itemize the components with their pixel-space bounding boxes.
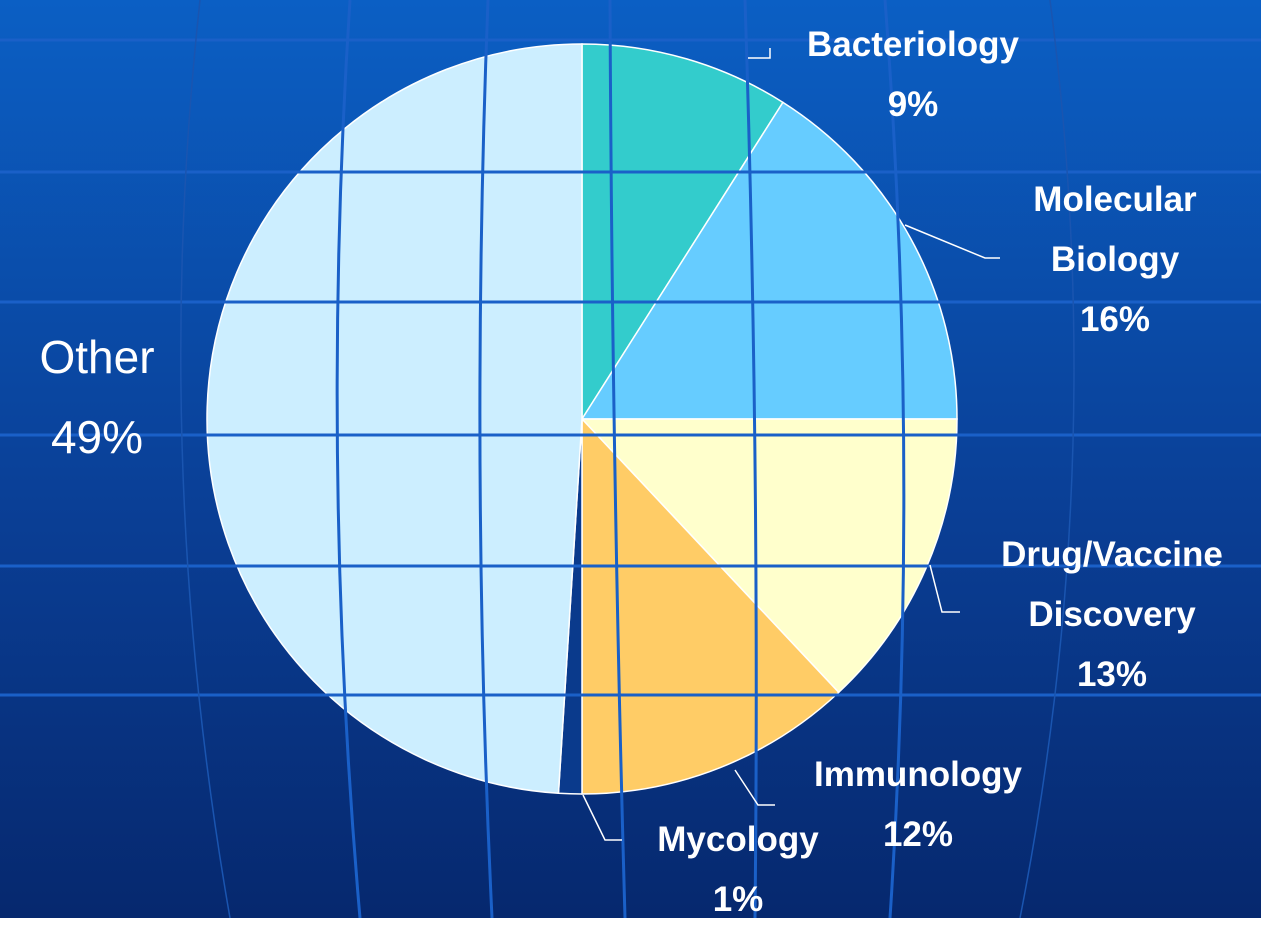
value-label: 16% — [985, 290, 1245, 350]
value-label: 13% — [967, 645, 1257, 705]
value-label: 1% — [618, 870, 858, 930]
category-label: Immunology — [768, 745, 1068, 805]
category-label: Mycology — [618, 810, 858, 870]
category-label: Drug/Vaccine Discovery — [967, 525, 1257, 645]
category-label: Other — [2, 317, 192, 397]
slide: Bacteriology9% Molecular Biology16% Drug/V… — [0, 0, 1261, 918]
value-label: 49% — [2, 397, 192, 477]
category-label: Bacteriology — [753, 15, 1073, 75]
category-label: Molecular Biology — [985, 170, 1245, 290]
pie — [207, 44, 957, 794]
value-label: 9% — [753, 75, 1073, 135]
